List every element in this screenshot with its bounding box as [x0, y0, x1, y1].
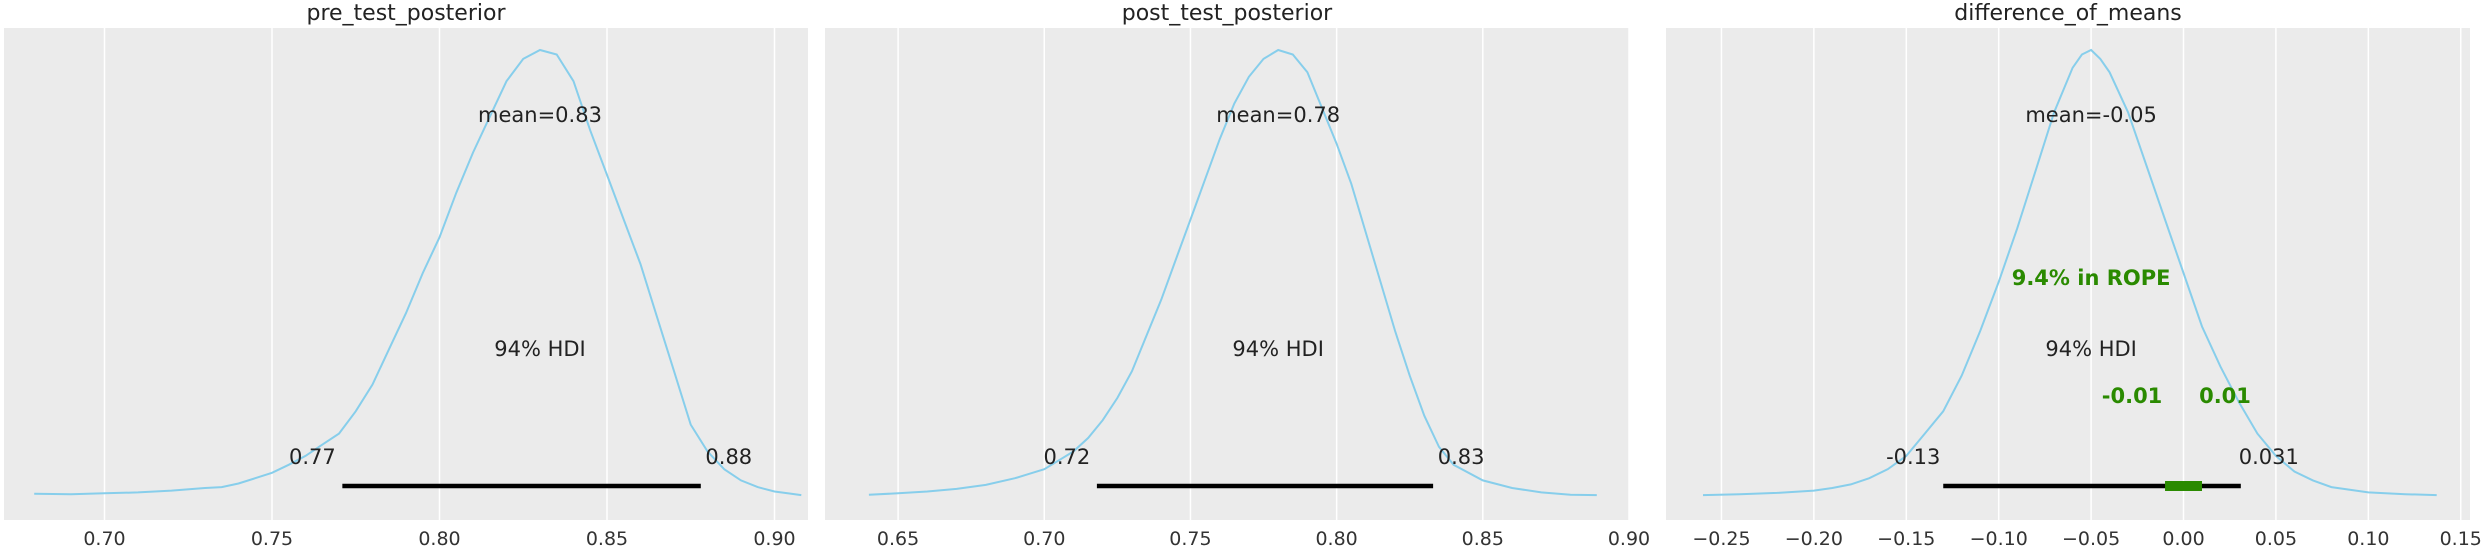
mean-label: mean=-0.05 — [2025, 103, 2157, 127]
plot-background — [825, 28, 1629, 520]
hdi-high-label: 0.031 — [2239, 445, 2299, 469]
x-tick-label: −0.05 — [2062, 528, 2120, 550]
hdi-low-label: -0.13 — [1886, 445, 1940, 469]
panel-title: pre_test_posterior — [306, 1, 506, 26]
hdi-low-label: 0.77 — [289, 445, 336, 469]
plot-background — [1666, 28, 2470, 520]
rope-label: 9.4% in ROPE — [2012, 266, 2171, 290]
x-tick-label: 0.90 — [1608, 528, 1650, 550]
x-tick-label: 0.10 — [2347, 528, 2389, 550]
panel-post-test-posterior: 0.65 0.70 0.75 0.80 0.85 0.90 post_test_poster… — [825, 1, 1650, 550]
rope-low-label: -0.01 — [2102, 384, 2163, 408]
x-tick-label: 0.70 — [1023, 528, 1065, 550]
x-tick-label: 0.05 — [2255, 528, 2297, 550]
hdi-high-label: 0.88 — [705, 445, 752, 469]
hdi-low-label: 0.72 — [1044, 445, 1091, 469]
x-tick-label: −0.20 — [1785, 528, 1843, 550]
x-tick-label: −0.10 — [1970, 528, 2028, 550]
x-tick-label: 0.80 — [1315, 528, 1357, 550]
x-tick-label: 0.85 — [1462, 528, 1504, 550]
x-tick-label: 0.80 — [418, 528, 460, 550]
x-tick-label: 0.90 — [753, 528, 795, 550]
x-tick-label: 0.70 — [83, 528, 125, 550]
density-curve — [1702, 48, 2437, 497]
x-tick-label: −0.25 — [1692, 528, 1750, 550]
mean-label: mean=0.83 — [478, 103, 602, 127]
density-curve — [868, 48, 1597, 497]
x-tick-label: 0.15 — [2440, 528, 2482, 550]
x-tick-label: 0.85 — [586, 528, 628, 550]
panel-title: post_test_posterior — [1122, 1, 1333, 26]
panel-pre-test-posterior: 0.70 0.75 0.80 0.85 0.90 pre_test_posterior 0.… — [4, 1, 808, 550]
x-tick-label: −0.15 — [1877, 528, 1935, 550]
x-tick-label: 0.65 — [877, 528, 919, 550]
hdi-text: 94% HDI — [1232, 337, 1324, 361]
rope-high-label: 0.01 — [2199, 384, 2251, 408]
x-tick-label: 0.75 — [1169, 528, 1211, 550]
x-tick-label: 0.00 — [2162, 528, 2204, 550]
panel-title: difference_of_means — [1954, 1, 2182, 26]
rope-bar — [2165, 481, 2202, 491]
x-tick-label: 0.75 — [251, 528, 293, 550]
hdi-high-label: 0.83 — [1438, 445, 1485, 469]
plot-background — [4, 28, 808, 520]
panel-difference-of-means: −0.25 −0.20 −0.15 −0.10 −0.05 0.00 0.05 0.10 0.1… — [1666, 1, 2482, 550]
hdi-text: 94% HDI — [2045, 337, 2137, 361]
hdi-text: 94% HDI — [494, 337, 586, 361]
mean-label: mean=0.78 — [1216, 103, 1340, 127]
density-curve — [34, 48, 802, 497]
